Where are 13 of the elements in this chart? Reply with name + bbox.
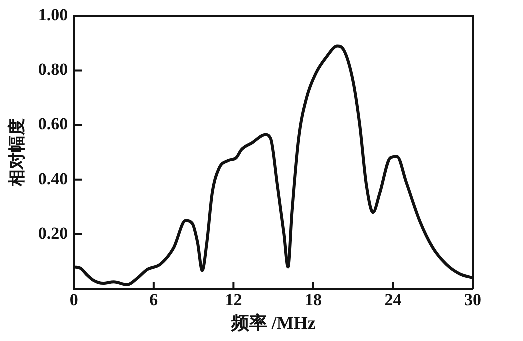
x-tick-label: 6 bbox=[150, 290, 158, 310]
x-axis-title: 频率 /MHz bbox=[230, 312, 316, 333]
x-tick-label: 18 bbox=[304, 290, 322, 310]
x-tick-label: 12 bbox=[225, 290, 242, 310]
y-axis-title: 相对幅度 bbox=[8, 118, 28, 188]
y-tick-label: 0.40 bbox=[38, 169, 68, 188]
x-tick-label: 30 bbox=[464, 290, 482, 310]
x-tick-label: 24 bbox=[384, 290, 402, 310]
y-tick-label: 0.20 bbox=[38, 224, 68, 243]
y-tick-label: 0.60 bbox=[38, 114, 68, 134]
x-tick-label: 0 bbox=[70, 290, 78, 310]
y-tick-label: 0.80 bbox=[38, 60, 68, 80]
y-tick-label: 1.00 bbox=[38, 6, 68, 25]
